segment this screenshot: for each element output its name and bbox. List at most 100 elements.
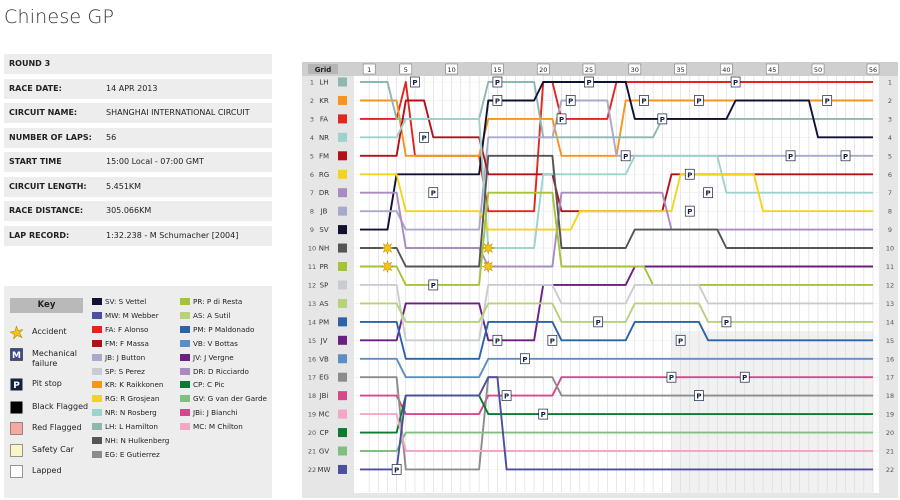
info-value: 15:00 Local - 07:00 GMT bbox=[106, 157, 204, 166]
pit-stop-label: P bbox=[550, 337, 555, 345]
pit-stop-marker bbox=[538, 408, 549, 420]
grid-driver-swatch bbox=[338, 169, 347, 179]
info-row: CIRCUIT NAME: SHANGHAI INTERNATIONAL CIRC… bbox=[4, 103, 272, 123]
pit-stop-marker bbox=[666, 371, 677, 383]
position-label-right: 15 bbox=[886, 337, 894, 345]
legend-swatch bbox=[92, 339, 102, 347]
grid-driver-label: SV bbox=[319, 226, 328, 234]
info-value: 1:32.238 - M Schumacher [2004] bbox=[106, 230, 239, 240]
pit-stop-marker bbox=[684, 168, 695, 180]
legend-driver-as: AS: A Sutil bbox=[180, 310, 230, 321]
pit-stop-label: P bbox=[596, 319, 601, 327]
grid-driver-label: NH bbox=[319, 245, 330, 253]
grid-driver-swatch bbox=[338, 317, 347, 327]
legend-label: NH: N Hulkenberg bbox=[105, 436, 170, 445]
grid-driver-swatch bbox=[338, 114, 347, 124]
lap-tick-label: 56 bbox=[869, 66, 877, 74]
page-title: Chinese GP bbox=[4, 6, 115, 28]
grid-driver-label: JBi bbox=[319, 392, 329, 400]
legend-swatch bbox=[180, 367, 190, 375]
pit-stop-label: P bbox=[696, 393, 701, 401]
legend-swatch bbox=[180, 298, 190, 305]
pit-stop-label: P bbox=[431, 190, 436, 198]
pit-stop-label: P bbox=[660, 116, 665, 124]
pit-stop-marker bbox=[492, 95, 503, 106]
series-line-as bbox=[360, 302, 873, 323]
series-line-rg bbox=[360, 173, 873, 231]
legend-label: EG: E Gutierrez bbox=[105, 449, 160, 459]
legend-label: MC: M Chilton bbox=[193, 422, 243, 432]
legend-swatch bbox=[180, 409, 190, 417]
mechanical-failure-icon: M bbox=[10, 348, 23, 361]
legend-swatch bbox=[92, 311, 102, 319]
position-label-left: 3 bbox=[310, 115, 314, 123]
legend-driver-mc: MC: M Chilton bbox=[180, 421, 243, 432]
legend-driver-dr: DR: D Ricciardo bbox=[180, 366, 249, 377]
pit-stop-marker bbox=[391, 464, 402, 475]
grid-driver-label: JV bbox=[320, 337, 328, 345]
info-value: SHANGHAI INTERNATIONAL CIRCUIT bbox=[106, 108, 250, 117]
pit-stop-label: P bbox=[422, 134, 427, 142]
position-label-right: 10 bbox=[886, 245, 894, 253]
key-item-label: Black Flagged bbox=[32, 402, 89, 411]
info-value: 14 APR 2013 bbox=[106, 83, 158, 93]
key-item-label: Safety Car bbox=[32, 445, 74, 454]
position-label-left: 12 bbox=[308, 281, 316, 289]
grid-driver-swatch bbox=[338, 372, 347, 382]
legend-driver-eg: EG: E Gutierrez bbox=[92, 449, 160, 460]
grid-driver-label: SP bbox=[320, 281, 329, 289]
legend-label: LH: L Hamilton bbox=[105, 422, 158, 432]
pit-stop-marker bbox=[739, 371, 750, 383]
pit-stop-marker bbox=[428, 187, 439, 199]
position-label-left: 21 bbox=[308, 448, 316, 456]
chart-header-bar bbox=[302, 62, 898, 76]
grid-driver-label: EG bbox=[319, 374, 329, 382]
position-label-left: 1 bbox=[310, 79, 314, 87]
info-label: ROUND 3 bbox=[9, 59, 51, 68]
info-row: RACE DISTANCE: 305.066KM bbox=[4, 201, 272, 221]
pit-stop-marker bbox=[428, 279, 439, 291]
legend-swatch bbox=[92, 437, 102, 444]
legend-label: GV: G van der Garde bbox=[193, 394, 267, 404]
pit-stop-label: P bbox=[825, 97, 830, 105]
grid-driver-label: MW bbox=[318, 466, 331, 474]
grid-driver-swatch bbox=[338, 151, 347, 161]
grid-driver-label: MC bbox=[319, 411, 330, 419]
pit-stop-icon: P bbox=[10, 378, 23, 391]
legend-label: SV: S Vettel bbox=[105, 297, 147, 306]
pit-stop-label: P bbox=[706, 190, 711, 198]
position-label-left: 19 bbox=[308, 411, 316, 419]
series-line-jv bbox=[360, 265, 873, 342]
series-line-nr bbox=[360, 117, 873, 249]
lap-tick-label: 10 bbox=[447, 66, 455, 74]
lap-tick-box bbox=[866, 63, 880, 75]
position-label-left: 7 bbox=[310, 189, 314, 197]
grid-driver-label: FA bbox=[320, 115, 328, 123]
position-label-left: 16 bbox=[308, 355, 316, 363]
pit-stop-marker bbox=[639, 95, 649, 106]
legend-label: NR: N Rosberg bbox=[105, 408, 157, 418]
pit-stop-label: P bbox=[431, 282, 436, 290]
grid-driver-label: AS bbox=[319, 300, 329, 308]
grid-header: Grid bbox=[315, 66, 332, 74]
grid-driver-label: NR bbox=[319, 134, 329, 142]
legend-swatch bbox=[180, 423, 190, 431]
pit-stop-marker bbox=[419, 131, 429, 143]
position-label-left: 22 bbox=[308, 466, 316, 474]
pit-stop-marker bbox=[721, 316, 732, 328]
info-label: CIRCUIT LENGTH: bbox=[9, 181, 87, 191]
position-label-left: 6 bbox=[310, 171, 314, 179]
pit-stop-marker bbox=[730, 76, 741, 88]
pit-stop-label: P bbox=[641, 97, 646, 105]
pit-stop-marker bbox=[694, 390, 704, 401]
info-label: RACE DISTANCE: bbox=[9, 206, 84, 215]
legend-swatch bbox=[92, 409, 102, 417]
pit-stop-marker bbox=[593, 316, 604, 328]
grid-driver-swatch bbox=[338, 95, 347, 105]
grid-driver-swatch bbox=[338, 354, 347, 364]
grid-driver-label: CP bbox=[319, 429, 328, 437]
legend-driver-rg: RG: R Grosjean bbox=[92, 393, 159, 404]
lap-tick-box bbox=[628, 63, 642, 75]
lap-tick-box bbox=[582, 63, 596, 75]
